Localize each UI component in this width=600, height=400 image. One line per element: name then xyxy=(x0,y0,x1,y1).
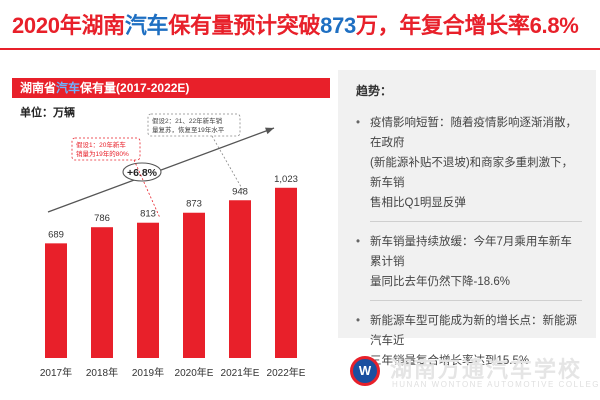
x-tick-label: 2020年E xyxy=(175,366,214,379)
logo-name-en: HUNAN WONTONE AUTOMOTIVE COLLEGE xyxy=(392,380,600,389)
bar xyxy=(183,212,205,358)
chart-panel-header: 湖南省汽车保有量(2017-2022E) xyxy=(12,78,330,98)
bar-value-label: 873 xyxy=(186,199,202,210)
note-callout-box xyxy=(71,137,141,161)
panel-header-suffix: 保有量(2017-2022E) xyxy=(80,81,190,95)
note-callout-leader xyxy=(133,159,161,219)
bar-value-label: 786 xyxy=(94,213,110,224)
note-callout-box xyxy=(147,113,241,137)
growth-rate-ellipse xyxy=(122,162,162,182)
panel-header-highlight: 汽车 xyxy=(56,81,81,95)
bar xyxy=(275,187,297,358)
title-part2: 保有量预计突破 xyxy=(168,13,321,38)
title-divider xyxy=(0,48,600,50)
bar-value-label: 689 xyxy=(48,229,64,240)
trend-title: 趋势： xyxy=(356,84,393,98)
growth-rate-label: +6.8% xyxy=(127,167,158,179)
trend-item: • 新车销量持续放缓：今年7月乘用车新车累计销 量同比去年仍然下降-18.6% xyxy=(356,232,582,292)
trend-item: • 疫情影响短暂：随着疫情影响逐渐消散，在政府 (新能源补贴不退坡)和商家多重刺… xyxy=(356,113,582,213)
note-text: 量复苏，恢复至19年水平 xyxy=(152,125,225,134)
note-text: 销量为19年的80% xyxy=(76,149,129,158)
bar xyxy=(229,200,251,358)
title-number: 873 xyxy=(320,13,356,38)
x-tick-label: 2017年 xyxy=(40,366,72,379)
page-title: 2020年湖南汽车保有量预计突破873万，年复合增长率6.8% xyxy=(12,8,579,40)
trend-panel: 趋势： • 疫情影响短暂：随着疫情影响逐渐消散，在政府 (新能源补贴不退坡)和商… xyxy=(338,70,596,367)
logo-name-cn: 湖南万通汽车学校 xyxy=(390,357,583,382)
trend-divider xyxy=(370,300,582,301)
panel-header-prefix: 湖南省 xyxy=(20,81,57,95)
trend-divider xyxy=(370,221,582,222)
x-tick-label: 2022年E xyxy=(267,366,306,379)
bullet-icon: • xyxy=(356,236,361,248)
bullet-icon: • xyxy=(356,315,361,327)
bar xyxy=(45,243,67,358)
bar-value-label: 948 xyxy=(232,186,248,197)
bar xyxy=(137,222,159,358)
school-logo: W 湖南万通汽车学校 HUNAN WONTONE AUTOMOTIVE COLL… xyxy=(350,350,600,396)
bar-value-label: 813 xyxy=(140,209,156,220)
trend-arrow-head-icon xyxy=(265,127,274,135)
trend-line: 三年销量复合增长率达到15.5% xyxy=(370,355,530,367)
bar xyxy=(91,227,113,358)
unit-label: 单位：万辆 xyxy=(20,107,75,119)
note-text: 假设1：20年新车 xyxy=(76,140,126,149)
trend-line: (新能源补贴不退坡)和商家多重刺激下，新车销 xyxy=(370,157,574,189)
title-part1: 2020年湖南 xyxy=(12,13,125,38)
bar-chart: 689 2017年 786 2018年 813 2019年 873 2020年E 948 2021… xyxy=(40,113,306,379)
x-tick-label: 2019年 xyxy=(132,366,164,379)
note-callout-leader xyxy=(211,135,245,193)
bar-value-label: 1,023 xyxy=(274,174,298,185)
note-text: 假设2：21、22年新车销 xyxy=(152,116,223,125)
trend-line: 售相比Q1明显反弹 xyxy=(370,197,466,209)
trend-line: 疫情影响短暂：随着疫情影响逐渐消散，在政府 xyxy=(370,117,577,149)
bullet-icon: • xyxy=(356,117,361,129)
x-tick-label: 2021年E xyxy=(221,366,260,379)
trend-line: 量同比去年仍然下降-18.6% xyxy=(370,276,510,288)
title-part3: 万，年复合增长率6.8% xyxy=(355,13,579,38)
trend-line: 新车销量持续放缓：今年7月乘用车新车累计销 xyxy=(370,236,572,268)
trend-line: 新能源车型可能成为新的增长点：新能源汽车近 xyxy=(370,315,577,347)
trend-item: • 新能源车型可能成为新的增长点：新能源汽车近 三年销量复合增长率达到15.5% xyxy=(356,311,582,371)
logo-mark-icon: W xyxy=(350,356,380,386)
title-highlight: 汽车 xyxy=(124,13,169,38)
x-tick-label: 2018年 xyxy=(86,366,118,379)
